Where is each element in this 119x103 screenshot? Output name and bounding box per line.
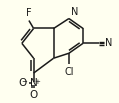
Text: −: − <box>21 79 27 85</box>
Text: O: O <box>30 90 38 100</box>
Text: +: + <box>34 79 40 85</box>
Text: F: F <box>26 8 32 18</box>
Text: N: N <box>30 78 37 88</box>
Text: Cl: Cl <box>64 67 74 77</box>
Text: O: O <box>18 78 27 88</box>
Text: N: N <box>71 7 79 17</box>
Text: N: N <box>105 38 113 48</box>
